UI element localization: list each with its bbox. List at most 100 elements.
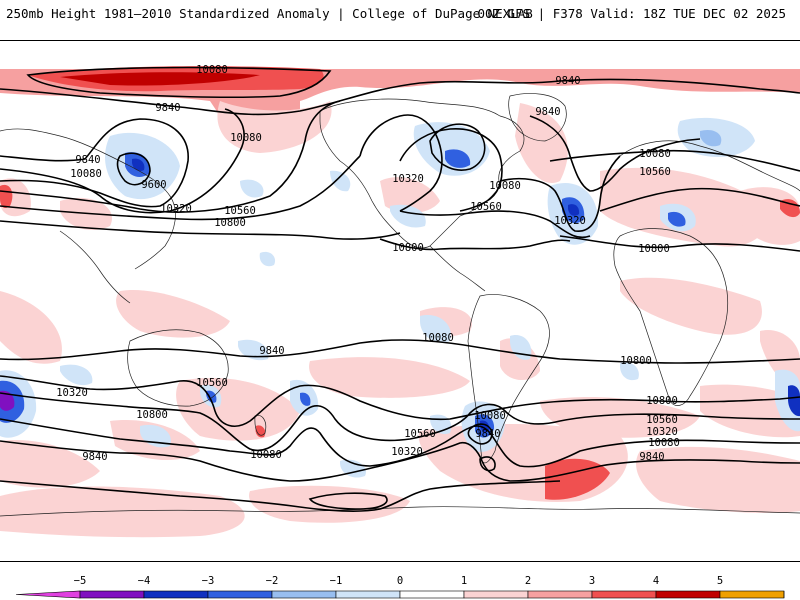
- contour-label: 10560: [646, 414, 678, 426]
- colorbar-segment: [527, 590, 593, 599]
- contour-label: 9840: [475, 428, 500, 440]
- colorbar-tick-label: 5: [717, 575, 723, 587]
- shade-ant-pink-3: [0, 486, 245, 538]
- shade-na-blue-1: [390, 204, 426, 228]
- contour-label: 9840: [155, 102, 180, 114]
- contour-10560-eur: [599, 187, 800, 212]
- colorbar-arrow-low: [15, 590, 81, 599]
- contour-10560-pacific: [0, 155, 361, 221]
- contour-label: 10800: [392, 242, 424, 254]
- coast-greenland: [508, 93, 567, 142]
- contour-9840-north: [0, 78, 800, 116]
- contour-label: 10080: [250, 449, 282, 461]
- colorbar-tick-label: 0: [397, 575, 403, 587]
- contour-10080-pacific: [0, 108, 245, 214]
- map-panel: 10080 9840 9840 10080 9840 10080 9600 10…: [0, 40, 800, 562]
- contour-label: 10080: [489, 180, 521, 192]
- contour-10320-pacific: [0, 100, 341, 213]
- contour-label: 9840: [75, 154, 100, 166]
- coast-australia: [127, 329, 229, 407]
- anomaly-shading: [0, 66, 800, 538]
- shade-trop-pink-4: [620, 277, 762, 335]
- colorbar-tick-label: −1: [330, 575, 343, 587]
- shade-scand-blue-2: [700, 129, 722, 147]
- shade-trop-blue-1: [259, 251, 276, 267]
- coast-central-america: [429, 245, 486, 292]
- contour-label: 10320: [160, 203, 192, 215]
- shade-sh-pink-4: [540, 396, 700, 438]
- coast-nz: [254, 415, 267, 436]
- colorbar-segment: [271, 590, 337, 599]
- contour-label: 10320: [554, 215, 586, 227]
- colorbar-tick-label: −2: [266, 575, 279, 587]
- colorbar-segments: [15, 590, 785, 599]
- contour-9840-pacific: [0, 118, 189, 208]
- contour-label: 10560: [470, 201, 502, 213]
- contour-9840-hudson: [429, 123, 486, 171]
- contour-label: 9840: [555, 75, 580, 87]
- contour-10800-na-south: [379, 238, 571, 251]
- shade-sh-pink-2: [309, 357, 470, 398]
- shade-ant-pink-2: [636, 446, 800, 513]
- anomaly-map: 10080 9840 9840 10080 9840 10080 9600 10…: [0, 64, 800, 538]
- shade-arctic-core: [60, 72, 260, 86]
- contour-label: 10800: [620, 355, 652, 367]
- colorbar-segment: [207, 590, 273, 599]
- contour-10320-na: [359, 114, 443, 212]
- contour-label: 10320: [56, 387, 88, 399]
- contour-9600-low: [116, 152, 151, 186]
- contour-9840-sh: [0, 440, 800, 482]
- contour-9840-ant: [0, 480, 561, 512]
- coast-se-asia: [59, 230, 131, 304]
- contour-label: 10800: [638, 243, 670, 255]
- shade-trop-blue-2: [420, 315, 451, 343]
- shade-eur-low-2: [668, 211, 686, 227]
- colorbar-segment: [143, 590, 209, 599]
- title-bar: 250mb Height 1981–2010 Standardized Anom…: [0, 0, 800, 34]
- shade-sh-pink-6: [0, 440, 100, 488]
- contour-10800-trop: [0, 339, 800, 364]
- coast-africa: [613, 228, 729, 406]
- colorbar-tick-label: 2: [525, 575, 531, 587]
- colorbar-segment: [591, 590, 657, 599]
- contour-10560-na: [399, 210, 591, 239]
- contour-label: 9840: [82, 451, 107, 463]
- coast-antarctica: [0, 506, 800, 517]
- shade-kamchatka-low-3: [132, 158, 145, 172]
- shade-atl-low-3: [568, 204, 580, 216]
- contour-label: 10080: [196, 64, 228, 76]
- colorbar-segment: [335, 590, 401, 599]
- contour-label: 10800: [646, 395, 678, 407]
- colorbar-tick-label: −4: [138, 575, 151, 587]
- contour-label: 9600: [141, 179, 166, 191]
- contour-label: 10560: [404, 428, 436, 440]
- contour-10800-pacific: [0, 220, 401, 240]
- contour-label: 10320: [646, 426, 678, 438]
- colorbar-segment: [463, 590, 529, 599]
- shade-trop-blue-6: [60, 364, 93, 386]
- contour-10320-sh: [0, 392, 800, 452]
- contour-label: 10800: [136, 409, 168, 421]
- shade-sh-pink-1: [176, 377, 300, 441]
- map-title: 250mb Height 1981–2010 Standardized Anom…: [6, 6, 533, 21]
- colorbar-segment: [399, 590, 465, 599]
- shade-nz-red: [255, 425, 266, 438]
- shade-trop-blue-3: [238, 339, 269, 361]
- shade-asia-pink-2: [780, 199, 800, 218]
- contour-label: 10080: [230, 132, 262, 144]
- contour-10080-small: [467, 423, 493, 445]
- contour-9840-sa-loop: [479, 456, 496, 472]
- contour-label: 10080: [422, 332, 454, 344]
- contour-label: 10080: [70, 168, 102, 180]
- contour-label: 10560: [224, 205, 256, 217]
- contour-label: 10080: [639, 148, 671, 160]
- shade-ant-pink-4: [249, 485, 410, 523]
- shade-tasman-blue-2: [300, 392, 311, 406]
- colorbar-tick-label: −5: [74, 575, 87, 587]
- colorbar: −5 −4 −3 −2 −1 0 1 2 3 4 5: [15, 575, 785, 599]
- shade-trop-blue-5: [620, 362, 639, 381]
- contour-label: 10320: [391, 446, 423, 458]
- contour-label: 10560: [639, 166, 671, 178]
- contour-label: 10320: [392, 173, 424, 185]
- contour-9840-ross: [308, 492, 388, 510]
